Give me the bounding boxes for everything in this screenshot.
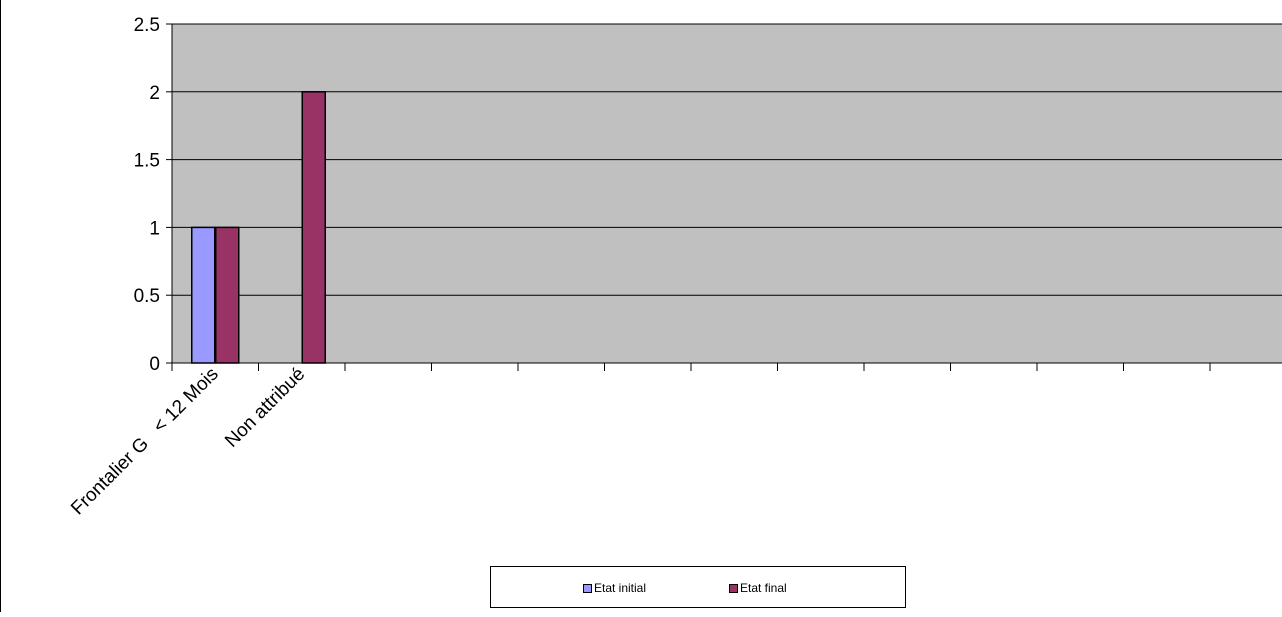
legend-label-etat-initial: Etat initial	[594, 581, 647, 595]
legend-swatch-etat-final	[729, 583, 738, 593]
plot-area	[171, 23, 1282, 364]
legend-label-etat-final: Etat final	[740, 581, 787, 595]
y-tick-label: 2	[149, 83, 160, 104]
legend-item-etat-initial: Etat initial	[583, 581, 646, 595]
y-tick-label: 1.5	[134, 151, 160, 172]
legend: Etat initial Etat final	[490, 566, 906, 608]
y-tick-label: 2.5	[134, 15, 160, 36]
y-tick-label: 1	[149, 218, 160, 239]
x-tick-label: Frontalier G < 12 Mois	[67, 364, 223, 520]
legend-swatch-etat-initial	[583, 583, 592, 593]
y-tick-label: 0	[149, 354, 160, 375]
x-tick-label: Non attribué	[221, 364, 309, 452]
legend-item-etat-final: Etat final	[729, 581, 787, 595]
y-tick-label: 0.5	[134, 286, 160, 307]
bar	[301, 91, 326, 364]
bar	[215, 226, 240, 364]
bar	[191, 226, 216, 364]
